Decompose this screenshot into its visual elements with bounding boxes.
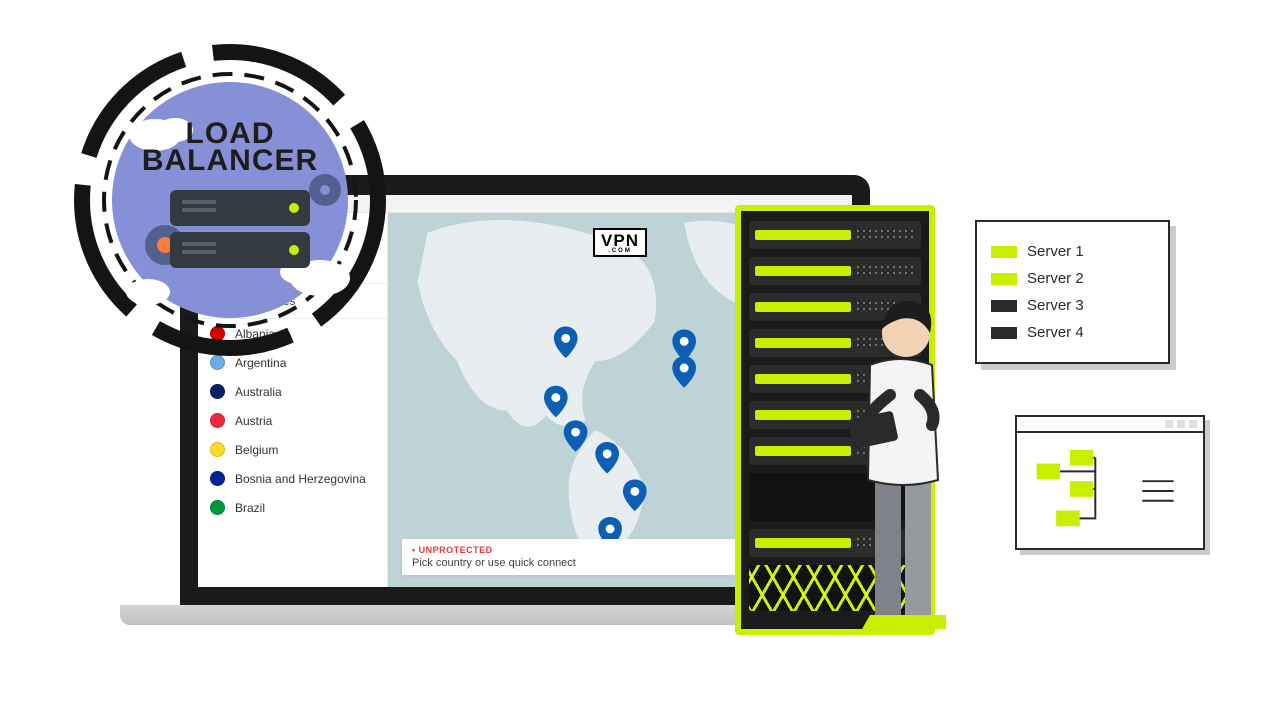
country-item[interactable]: Bosnia and Herzegovina <box>198 464 387 493</box>
flag-icon <box>210 384 225 399</box>
diagram-titlebar <box>1017 417 1203 433</box>
country-name: Brazil <box>235 501 265 515</box>
flag-icon <box>210 500 225 515</box>
window-control-icon[interactable] <box>1177 420 1185 428</box>
status-swatch-icon <box>991 246 1017 258</box>
diagram-window <box>1015 415 1205 550</box>
status-message: Pick country or use quick connect <box>412 557 782 569</box>
server-label: Server 1 <box>1027 243 1084 260</box>
window-control-icon[interactable] <box>1165 420 1173 428</box>
technician-illustration <box>820 275 980 645</box>
server-list-item[interactable]: Server 3 <box>991 292 1154 319</box>
server-label: Server 4 <box>1027 324 1084 341</box>
flag-icon <box>210 471 225 486</box>
server-label: Server 2 <box>1027 270 1084 287</box>
status-swatch-icon <box>991 327 1017 339</box>
status-swatch-icon <box>991 300 1017 312</box>
status-swatch-icon <box>991 273 1017 285</box>
country-item[interactable]: Belgium <box>198 435 387 464</box>
flag-icon <box>210 442 225 457</box>
country-item[interactable]: Australia <box>198 377 387 406</box>
country-name: Australia <box>235 385 282 399</box>
load-balancer-badge: LOAD BALANCER <box>70 40 390 360</box>
status-label: • UNPROTECTED <box>412 545 782 555</box>
server-list-item[interactable]: Server 1 <box>991 238 1154 265</box>
server-label: Server 3 <box>1027 297 1084 314</box>
country-item[interactable]: Brazil <box>198 493 387 522</box>
server-list-item[interactable]: Server 2 <box>991 265 1154 292</box>
vpn-logo: VPN .COM <box>593 228 647 257</box>
rack-unit <box>749 221 921 249</box>
flag-icon <box>210 413 225 428</box>
server-list-panel: Server 1 Server 2 Server 3 Server 4 <box>975 220 1170 364</box>
country-name: Bosnia and Herzegovina <box>235 472 366 486</box>
status-bar: • UNPROTECTED Pick country or use quick … <box>402 539 792 575</box>
window-control-icon[interactable] <box>1189 420 1197 428</box>
load-balancer-title: LOAD BALANCER <box>70 120 390 174</box>
country-name: Austria <box>235 414 272 428</box>
country-name: Belgium <box>235 443 278 457</box>
country-item[interactable]: Austria <box>198 406 387 435</box>
server-list-item[interactable]: Server 4 <box>991 319 1154 346</box>
